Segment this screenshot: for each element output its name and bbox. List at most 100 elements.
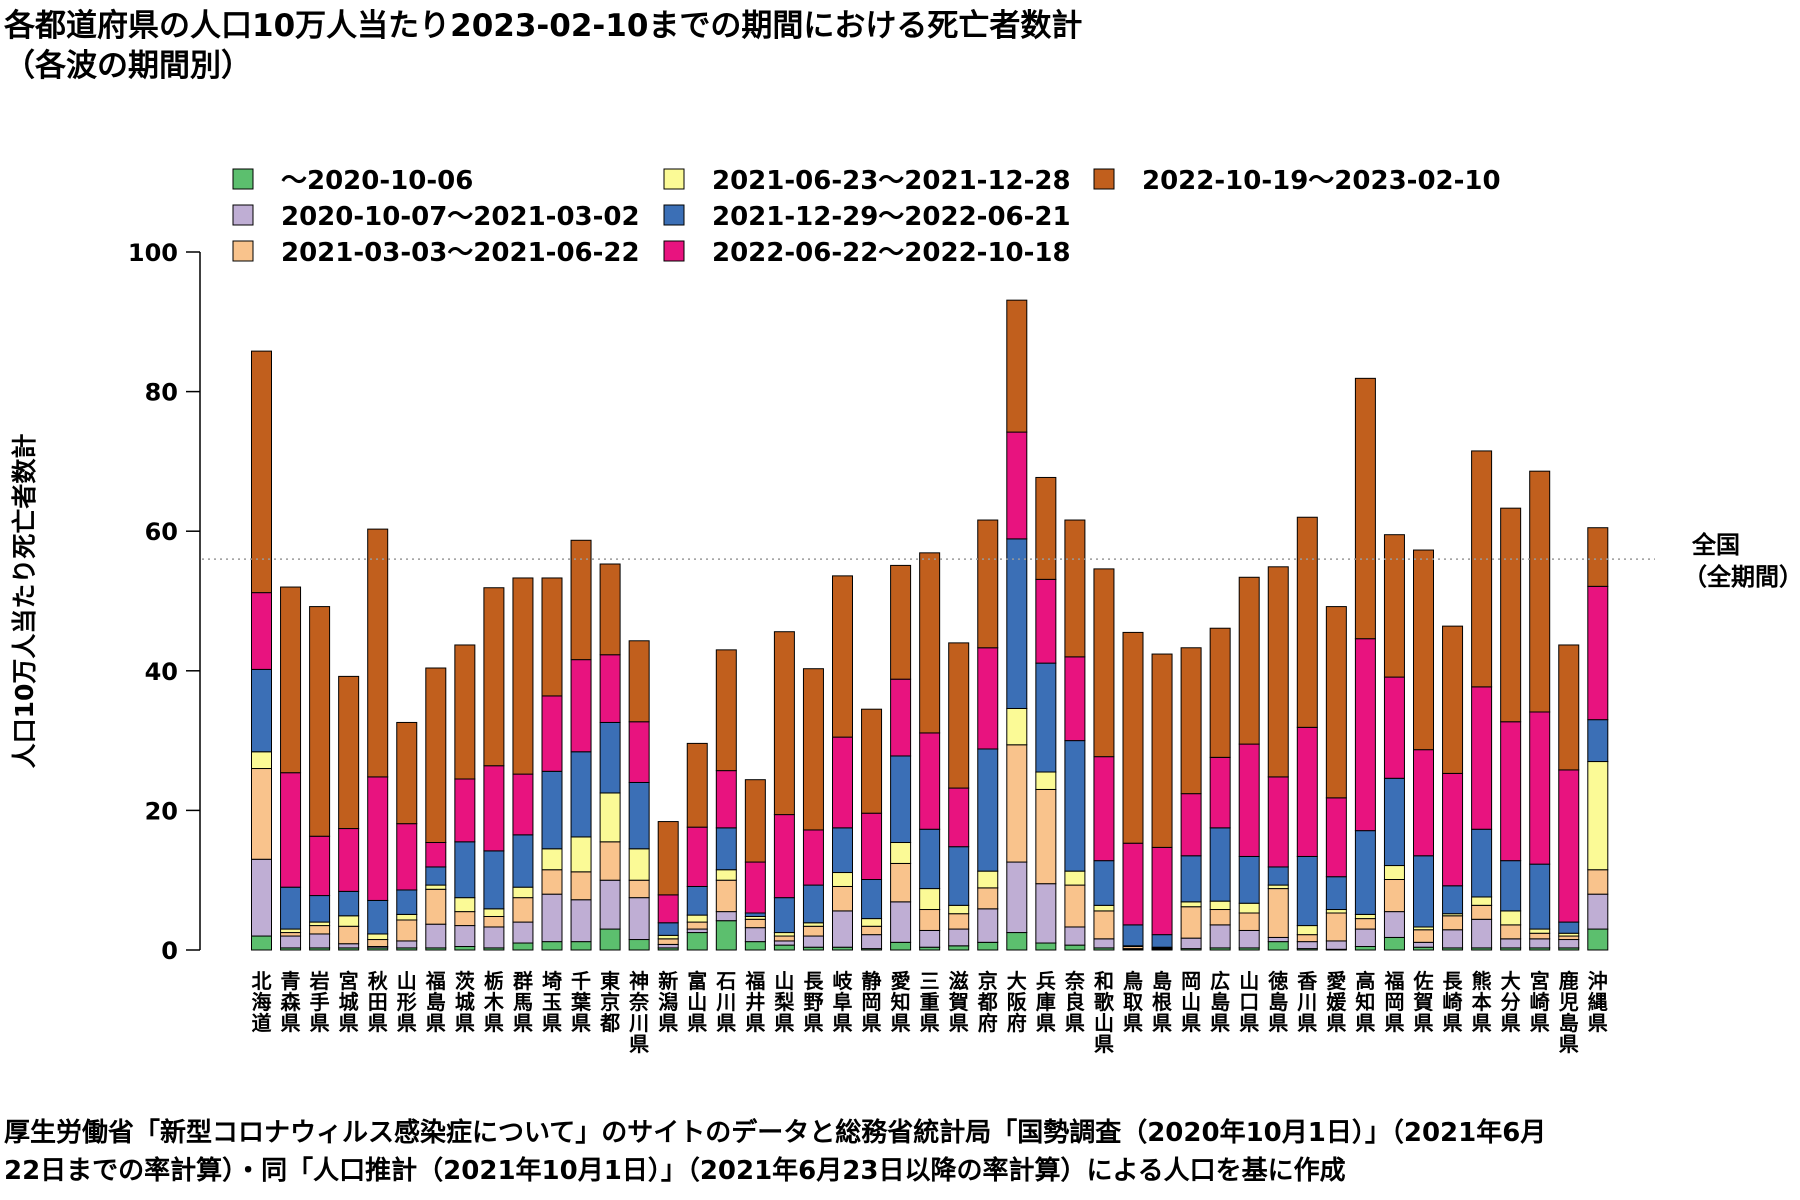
x-tick-label: 愛知県 [891,969,911,1035]
bar-segment [948,945,970,951]
bar-segment [1006,932,1028,951]
legend-label: ～2020-10-06 [281,166,473,196]
bar-segment [1413,941,1434,948]
stacked-bar-chart: ～2020-10-06 2020-10-07～2021-03-02 2021-03-… [10,166,1800,1056]
x-tick-label: 鳥取県 [1123,969,1143,1035]
bar-segment [1471,896,1493,906]
bar-segment [280,928,302,934]
bar-segment [1093,756,1115,862]
bar-segment [1006,431,1028,540]
bar-segment [1500,910,1522,926]
bar-segment [1413,549,1434,751]
bar-segment [1500,924,1522,940]
bar-segment [1064,519,1086,658]
legend-label: 2021-12-29～2022-06-21 [712,202,1071,232]
bar-segment [1587,893,1609,930]
y-tick-label: 60 [145,518,178,546]
bar-segment [512,886,534,899]
bar-segment [251,668,272,753]
bar-segment [1354,928,1376,948]
bar-segment [309,895,331,923]
bar-segment [832,910,853,948]
bar-segment [1209,900,1231,911]
bar-segment [1238,929,1260,949]
legend-swatch [232,240,254,262]
bar-segment [309,835,331,897]
bar-segment [1267,566,1289,778]
bar-segment [948,787,970,848]
bar-segment [483,850,505,910]
bar-segment [1383,777,1405,867]
bar-segment [890,755,912,844]
bar-segment [1471,904,1493,920]
bar-segment [280,932,302,937]
bar-segment [1296,934,1318,943]
bar-segment [396,913,418,921]
bar-segment [1035,662,1057,773]
bar-segment [483,908,505,917]
bar-segment [1093,904,1115,912]
x-tick-label: 滋賀県 [948,969,969,1035]
bar-segment [483,926,505,949]
x-tick-label: 熊本県 [1472,969,1492,1035]
bar-segment [715,770,737,829]
bar-segment [919,888,941,911]
bar-segment [715,869,737,881]
bar-segment [483,587,505,767]
bar-segment [802,935,824,948]
bar-segment [890,901,912,943]
bar-segment [832,827,853,874]
bar-segment [1296,925,1318,936]
bar-segment [744,779,766,863]
x-tick-label: 静岡県 [862,969,882,1035]
bar-segment [1209,756,1231,829]
bar-segment [715,649,737,772]
bar-segment [715,911,737,922]
bar-segment [425,884,447,890]
bar-segment [338,675,360,830]
x-tick-label: 佐賀県 [1413,969,1434,1035]
source-note: 厚生労働省「新型コロナウィルス感染症について」のサイトのデータと総務省統計局「国… [4,1114,1794,1190]
bar-segment [657,821,679,896]
bar-segment [861,879,883,920]
bar-segment [483,915,505,928]
x-tick-label: 兵庫県 [1036,969,1056,1035]
bar-segment [599,654,621,723]
bar-segment [1529,938,1551,949]
bar-segment [570,899,592,943]
bar-segment [251,751,272,770]
bar-segment [570,539,592,661]
bar-segment [1383,911,1405,938]
x-tick-label: 山口県 [1239,969,1259,1035]
bar-segment [309,921,331,927]
legend-label: 2020-10-07～2021-03-02 [281,202,640,232]
y-tick-label: 80 [145,379,178,407]
bar-segment [948,904,970,915]
bar-segment [396,823,418,891]
bar-segment [483,765,505,852]
bar-segment [599,928,621,951]
bar-segment [628,781,650,850]
bar-segment [1151,934,1173,948]
bar-segment [367,776,389,901]
bar-segment [1238,743,1260,857]
bar-segment [309,933,331,949]
bar-segment [280,586,302,774]
x-tick-label: 三重県 [920,969,940,1035]
bar-segment [628,939,650,951]
legend-label: 2022-10-19～2023-02-10 [1142,166,1501,196]
legend-label: 2022-06-22～2022-10-18 [712,238,1071,268]
bar-segment [425,842,447,868]
bar-segment [1180,855,1202,903]
bar-segment [1064,870,1086,886]
y-tick-label: 20 [145,797,178,825]
bar-segment [541,577,563,697]
bar-segment [948,913,970,930]
bar-segment [919,732,941,830]
bar-segment [1558,935,1580,941]
bar-segment [1442,915,1464,931]
bar-segment [367,933,389,941]
bar-segment [570,871,592,901]
bar-segment [1180,906,1202,939]
bar-segment [1587,928,1609,951]
